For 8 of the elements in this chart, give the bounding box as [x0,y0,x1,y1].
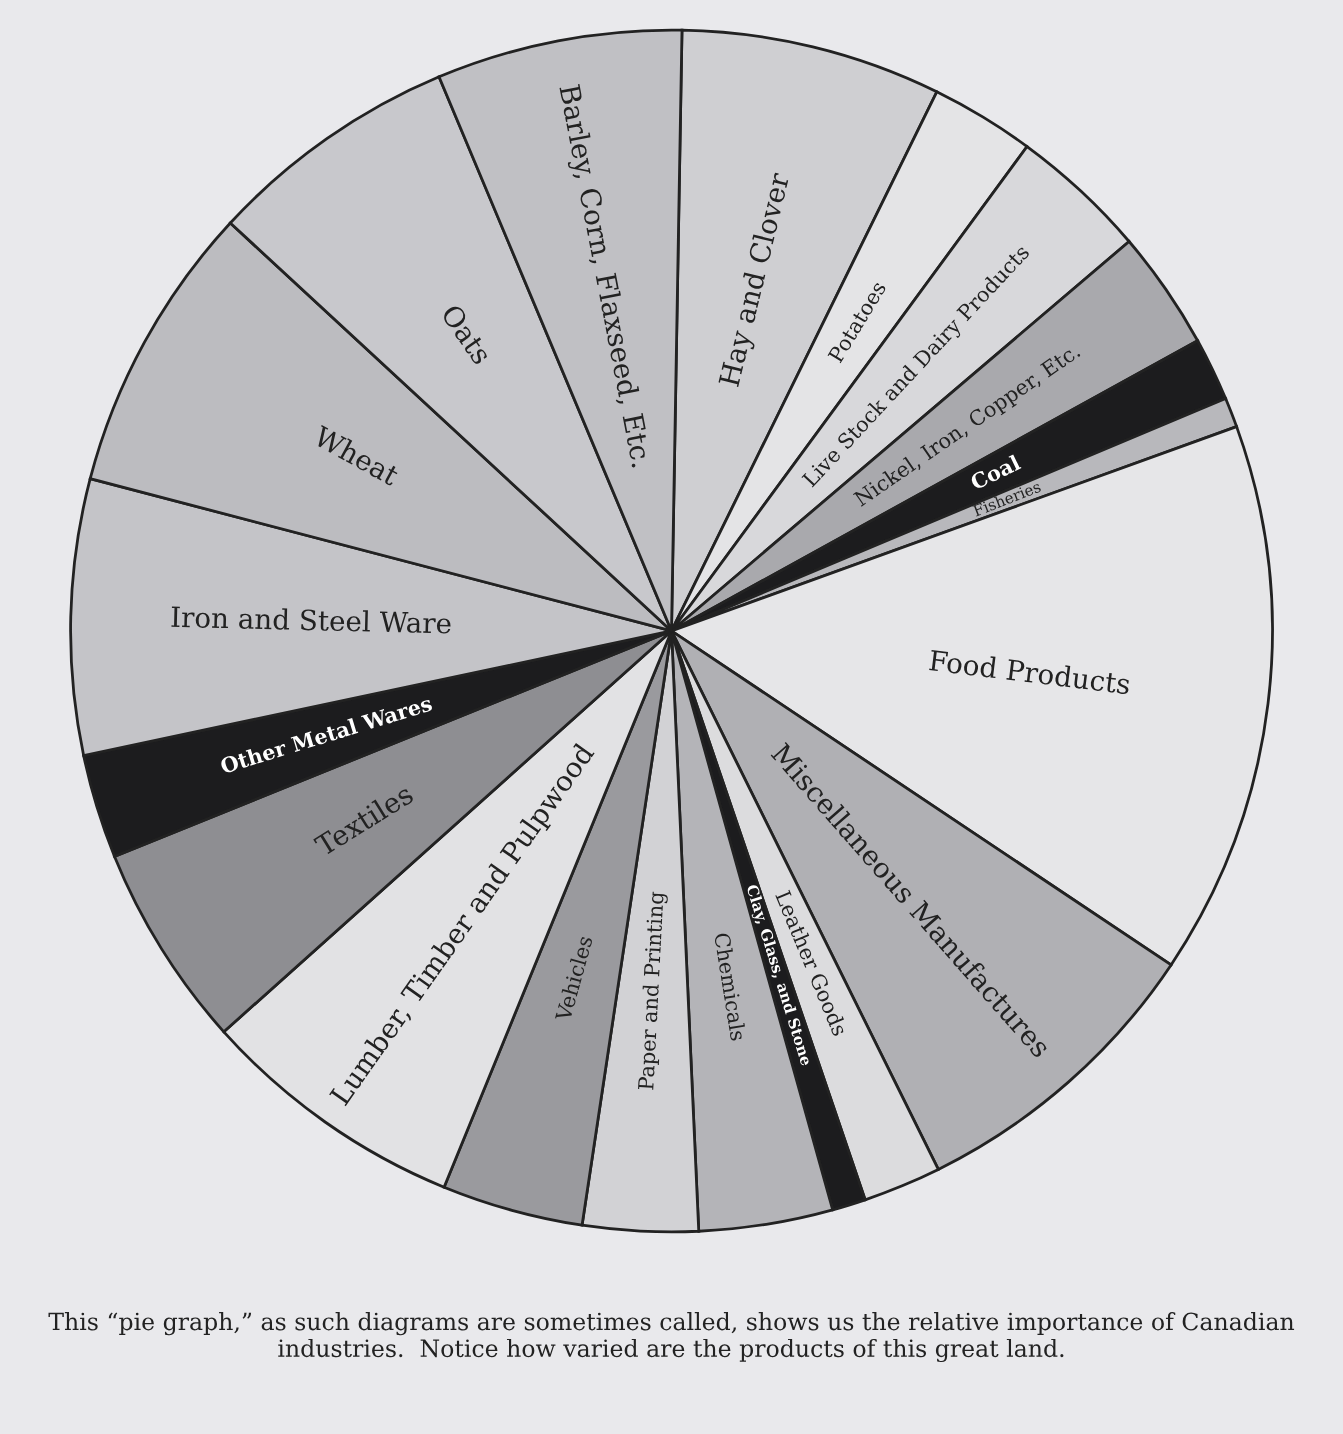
slice-label: Chemicals [713,932,747,1041]
slice-label: Barley, Corn, Flaxseed, Etc. [553,83,654,469]
slice-label: Hay and Clover [717,171,796,389]
slice-label: Food Products [929,649,1131,695]
slice-label: Paper and Printing [637,891,669,1090]
slice-label: Other Metal Wares [219,694,433,775]
slice-label: Iron and Steel Ware [171,605,451,634]
text: This “pie graph,” as such diagrams are sometimes called, shows us the relative importance of Canadian industries. Notice how varied are the products of this great land. [48,1312,1295,1363]
